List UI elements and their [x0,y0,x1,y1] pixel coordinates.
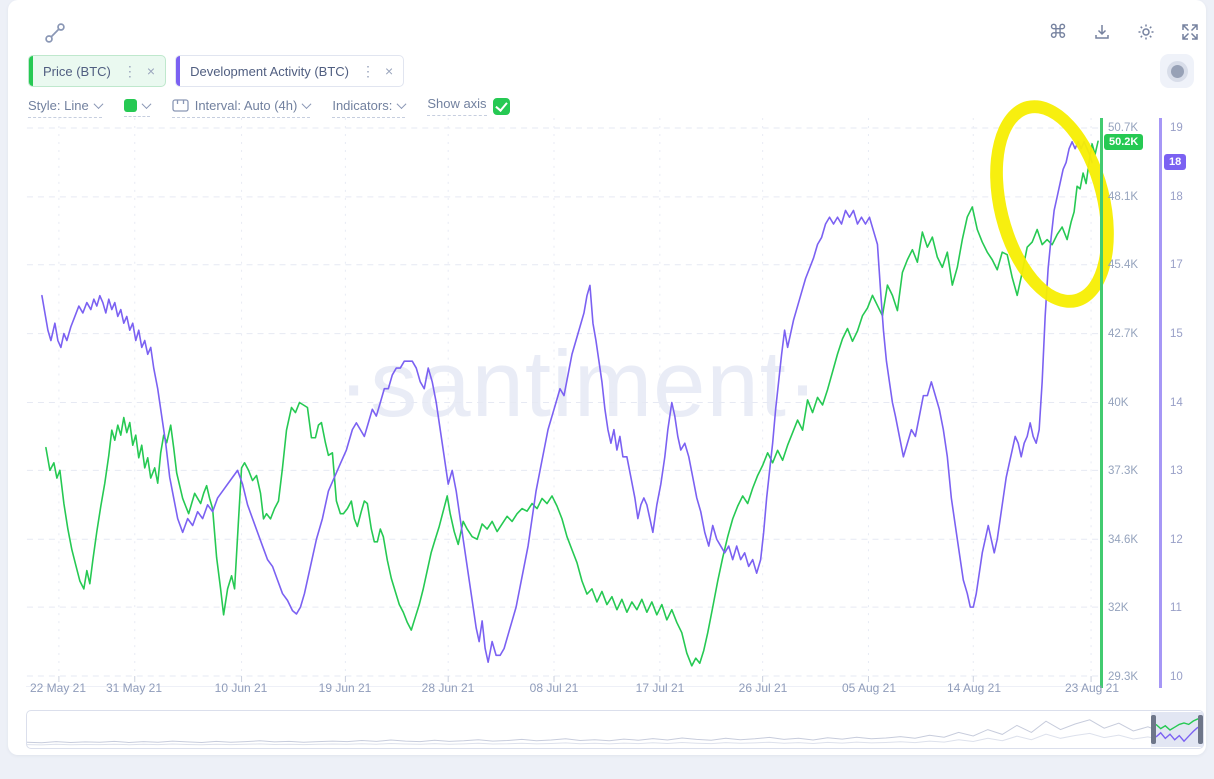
x-axis-label: 31 May 21 [105,681,163,695]
price-axis-line [1100,118,1103,688]
y-axis-label-dev: 13 [1170,465,1183,477]
x-axis-label: 05 Aug 21 [841,681,897,695]
selection-mini-price [1155,718,1199,731]
x-axis-label: 23 Aug 21 [1064,681,1120,695]
selection-mini-dev [1155,726,1199,743]
selection-right-handle[interactable] [1198,715,1203,744]
y-axis-label-price: 50.7K [1108,122,1139,134]
y-axis-label-price: 45.4K [1108,259,1139,271]
preview-sparkline [26,719,1178,746]
close-icon[interactable]: × [146,63,156,79]
tab-development-activity-btc[interactable]: Development Activity (BTC) ⋮ × [175,55,405,87]
tab-accent-bar [176,56,181,86]
preview-history-line [26,719,1178,744]
y-axis-label-price: 32K [1108,602,1129,614]
show-axis-label: Show axis [427,96,487,116]
price-dev-activity-chart[interactable] [26,118,1101,687]
metric-tabs: Price (BTC) ⋮ × Development Activity (BT… [28,55,405,87]
series-dev-activity-line [41,140,1093,664]
close-icon[interactable]: × [385,63,394,79]
y-axis-label-dev: 19 [1170,122,1183,134]
y-axis-label-dev: 10 [1170,671,1183,683]
y-axis-label-dev: 11 [1170,602,1182,614]
theme-toggle-button[interactable] [1160,54,1194,88]
dev-last-value-badge: 18 [1164,154,1187,170]
y-axis-label-dev: 12 [1170,534,1183,546]
x-axis-label: 10 Jun 21 [214,681,268,695]
santiment-watermark: ·santiment· [338,331,820,436]
y-axis-label-price: 34.6K [1108,534,1139,546]
y-axis-label-dev: 15 [1170,328,1183,340]
show-axis-checkbox[interactable] [492,97,510,115]
fullscreen-icon[interactable] [1178,20,1202,44]
tab-label: Price (BTC) [43,63,111,79]
header-actions: ⌘ [1046,20,1202,44]
x-axis-label: 28 Jun 21 [421,681,475,695]
style-dropdown[interactable]: Style: Line [28,98,104,118]
y-axis-label-price: 40K [1108,397,1129,409]
command-palette-icon[interactable]: ⌘ [1048,21,1068,43]
selection-body[interactable] [1155,712,1199,747]
x-axis-label: 14 Aug 21 [946,681,1002,695]
x-axis-label: 08 Jul 21 [529,681,579,695]
download-icon[interactable] [1090,20,1114,44]
y-axis-label-price: 48.1K [1108,191,1139,203]
y-axis-label-dev: 18 [1170,191,1183,203]
y-axis-label-price: 37.3K [1108,465,1139,477]
x-axis-label: 26 Jul 21 [738,681,788,695]
series-price-line [45,140,1099,667]
settings-gear-icon[interactable] [1134,20,1158,44]
chevron-down-icon [93,99,104,110]
indicators-label: Indicators: [332,98,393,113]
interval-dropdown[interactable]: Interval: Auto (4h) [171,98,312,118]
selection-mini-chart [1155,718,1199,743]
x-axis-label: 17 Jul 21 [635,681,685,695]
indicators-dropdown[interactable]: Indicators: [332,98,407,118]
color-swatch-dropdown[interactable] [123,99,152,117]
kebab-menu-icon[interactable]: ⋮ [361,62,376,79]
x-axis-label: 19 Jun 21 [318,681,372,695]
tab-label: Development Activity (BTC) [190,63,350,79]
selection-left-handle[interactable] [1151,715,1156,744]
price-last-value-badge: 50.2K [1104,134,1144,150]
y-axis-label-dev: 14 [1170,397,1183,409]
chevron-down-icon [141,99,152,110]
y-axis-label-price: 42.7K [1108,328,1139,340]
tab-price-btc[interactable]: Price (BTC) ⋮ × [28,55,167,87]
show-axis-control: Show axis [427,96,510,120]
chart-controls: Style: Line Interval: Auto (4h) Indicato… [28,96,510,120]
timeline-preview[interactable] [26,710,1204,749]
share-link-icon[interactable] [42,20,68,46]
y-axis-label-dev: 17 [1170,259,1183,271]
style-label: Style: Line [28,98,89,113]
kebab-menu-icon[interactable]: ⋮ [122,62,137,79]
color-swatch [123,99,137,112]
preview-selection-window[interactable] [1151,712,1203,747]
preview-history-line-2 [26,732,1178,746]
dev-activity-axis-line [1159,118,1162,688]
x-axis-label: 22 May 21 [29,681,87,695]
tab-accent-bar [29,56,33,86]
interval-icon [172,99,189,112]
chart-widget: ⌘ Price (BTC) ⋮ × Deve [8,0,1206,755]
y-axis-label-price: 29.3K [1108,671,1139,683]
chevron-down-icon [301,99,312,110]
theme-dot-icon [1170,64,1184,78]
interval-label: Interval: Auto (4h) [194,98,298,113]
chevron-down-icon [396,99,407,110]
